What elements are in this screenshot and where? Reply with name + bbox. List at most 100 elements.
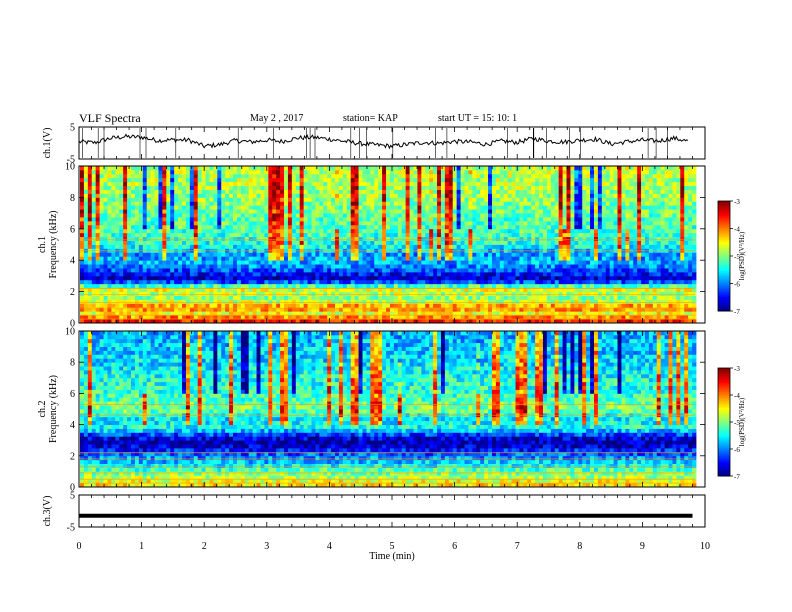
ch1-spectrogram-cell [425, 283, 430, 289]
ch1-spectrogram-cell [233, 275, 238, 281]
ch1-spectrogram-cell [480, 256, 485, 261]
ch1-spectrogram-cell [425, 169, 430, 175]
ch1-spectrogram-cell [366, 275, 371, 281]
ch1-spectrogram-cell [280, 181, 285, 187]
ch1-spectrogram-cell [134, 260, 140, 265]
ch1-spectrogram-cell [201, 181, 206, 187]
ch1-spectrogram-cell [460, 279, 465, 285]
ch1-spectrogram-cell [111, 291, 116, 296]
ch1-spectrogram-cell [138, 197, 144, 202]
ch1-spectrogram-cell [370, 189, 375, 194]
ch1-spectrogram-cell [358, 299, 363, 304]
ch1-spectrogram-cell [80, 181, 85, 187]
ch1-spectrogram-cell [91, 279, 97, 285]
ch1-spectrogram-cell [150, 260, 155, 265]
ch1-spectrogram-cell [119, 228, 124, 234]
ch1-spectrogram-cell [303, 205, 308, 210]
ch1-spectrogram-cell [185, 240, 191, 245]
ch1-spectrogram-cell [154, 189, 159, 194]
ch1-spectrogram-cell [554, 307, 560, 312]
ch1-spectrogram-cell [284, 244, 289, 249]
ch1-spectrogram-cell [460, 315, 465, 320]
ch1-spectrogram-cell [182, 189, 187, 194]
ch1-spectrogram-cell [170, 240, 175, 245]
ch1-spectrogram-cell [166, 244, 171, 249]
ch1-spectrogram-cell [488, 256, 493, 261]
ch1-spectrogram-cell [386, 181, 391, 187]
ch1-spectrogram-cell [527, 279, 532, 285]
ch1-spectrogram-cell [264, 283, 269, 289]
ch1-spectrogram-cell [342, 220, 348, 226]
ch1-spectrogram-cell [107, 319, 112, 324]
ch1-spectrogram-cell [178, 264, 183, 269]
ch1-spectrogram-cell [80, 268, 85, 273]
ch1-spectrogram-cell [429, 287, 434, 293]
ch1-spectrogram-cell [268, 303, 273, 308]
ch1-spectrogram-cell [456, 260, 461, 265]
ch1-spectrogram-cell [421, 287, 426, 293]
ch1-spectrogram-cell [327, 197, 332, 202]
ch1-spectrogram-cell [323, 224, 328, 230]
ch1-spectrogram-cell [115, 209, 120, 214]
ch1-spectrogram-cell [503, 205, 509, 210]
ch1-spectrogram-cell [256, 217, 261, 222]
ch1-spectrogram-cell [554, 236, 560, 241]
ch1-spectrogram-cell [323, 220, 328, 226]
ch1-spectrogram-cell [484, 228, 489, 234]
ch1-spectrogram-cell [256, 260, 261, 265]
ch1-spectrogram-cell [103, 307, 108, 312]
ch1-spectrogram-cell [448, 193, 454, 198]
ch1-spectrogram-cell [539, 307, 544, 312]
ch1-spectrogram-cell [338, 252, 344, 257]
ch1-spectrogram-cell [433, 166, 438, 171]
ch1-spectrogram-cell [319, 287, 324, 293]
ch1-spectrogram-cell [276, 275, 281, 281]
ch1-spectrogram-cell [472, 252, 477, 257]
ch1-spectrogram-cell [248, 193, 254, 198]
ch1-spectrogram-cell [315, 291, 320, 296]
ch1-spectrogram-cell [131, 205, 136, 210]
ch1-spectrogram-cell [550, 307, 556, 312]
ch1-spectrogram-cell [197, 228, 203, 234]
ch1-spectrogram-cell [201, 189, 206, 194]
ch1-spectrogram-cell [127, 271, 132, 277]
ch1-spectrogram-cell [119, 209, 124, 214]
ch1-spectrogram-cell [562, 169, 567, 175]
ch1-spectrogram-cell [91, 295, 97, 300]
ch1-spectrogram-cell [503, 169, 509, 175]
ch1-spectrogram-cell [327, 307, 332, 312]
ch1-spectrogram-cell [358, 311, 363, 316]
ch1-spectrogram-cell [393, 291, 399, 296]
ch1-spectrogram-cell [468, 315, 473, 320]
ch1-spectrogram-cell [499, 244, 505, 249]
ch1-spectrogram-cell [362, 209, 367, 214]
ch1-spectrogram-cell [358, 236, 363, 241]
ch1-spectrogram-cell [252, 236, 257, 241]
ch1-spectrogram-cell [484, 299, 489, 304]
ch1-spectrogram-cell [484, 240, 489, 245]
ch1-spectrogram-cell [268, 232, 273, 238]
ch1-spectrogram-cell [421, 185, 426, 190]
ch1-spectrogram-cell [201, 264, 206, 269]
ch1-spectrogram-cell [209, 287, 214, 293]
ch1-spectrogram-cell [460, 264, 465, 269]
ch1-spectrogram-cell [527, 291, 532, 296]
ch1-spectrogram-cell [268, 240, 273, 245]
ch1-spectrogram-cell [103, 205, 108, 210]
ch1-spectrogram-cell [440, 264, 446, 269]
ch1-spectrogram-cell [397, 181, 403, 187]
ch1-spectrogram-cell [225, 173, 230, 179]
ch1-spectrogram-cell [433, 197, 438, 202]
ch1-spectrogram-cell [338, 291, 344, 296]
ch1-spectrogram-cell [150, 220, 155, 226]
ch1-spectrogram-cell [291, 169, 297, 175]
ch1-spectrogram-cell [484, 256, 489, 261]
ch1-spectrogram-cell [456, 177, 461, 183]
ch1-spectrogram-cell [217, 205, 222, 210]
ch1-spectrogram-cell [248, 228, 254, 234]
ch1-spectrogram-cell [558, 315, 563, 320]
ch1-spectrogram-cell [350, 169, 356, 175]
ch1-spectrogram-cell [174, 240, 179, 245]
ch1-spectrogram-cell [225, 256, 230, 261]
ch1-spectrogram-cell [229, 185, 234, 190]
